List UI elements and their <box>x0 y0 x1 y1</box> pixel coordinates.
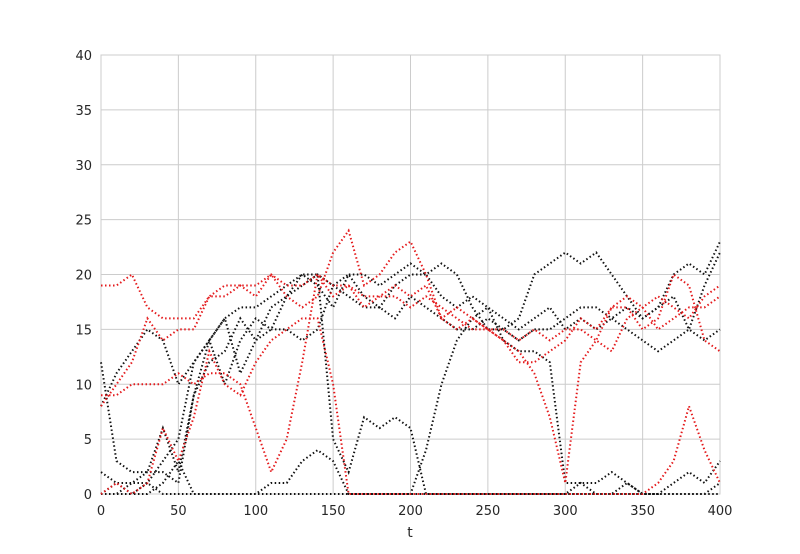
x-tick-label: 300 <box>553 504 578 519</box>
x-tick-labels: 0 50 100 150 200 250 300 350 400 <box>97 504 733 519</box>
y-tick-label: 15 <box>75 323 92 338</box>
y-tick-label: 40 <box>75 49 92 64</box>
y-tick-label: 20 <box>75 269 92 284</box>
x-tick-label: 400 <box>708 504 733 519</box>
x-axis-label: t <box>407 525 413 541</box>
series-line-1 <box>100 252 721 476</box>
y-tick-label: 5 <box>84 433 92 448</box>
y-tick-labels: 0 5 10 15 20 25 30 35 40 <box>75 49 92 503</box>
series-group <box>100 228 721 496</box>
y-tick-label: 25 <box>75 214 92 229</box>
x-tick-label: 0 <box>97 504 105 519</box>
series-line-9 <box>101 271 721 484</box>
series-line-3 <box>100 283 721 407</box>
y-tick-label: 0 <box>84 488 92 503</box>
x-tick-label: 350 <box>630 504 655 519</box>
x-tick-label: 250 <box>475 504 500 519</box>
y-tick-label: 10 <box>75 378 92 393</box>
y-tick-label: 30 <box>75 159 92 174</box>
series-line-7 <box>101 272 721 353</box>
series-line-8 <box>100 228 721 407</box>
y-tick-label: 35 <box>75 104 92 119</box>
series-line-4 <box>101 273 721 495</box>
x-tick-label: 150 <box>321 504 346 519</box>
series-line-10 <box>100 317 721 496</box>
x-tick-label: 200 <box>398 504 423 519</box>
x-tick-label: 50 <box>170 504 187 519</box>
x-tick-label: 100 <box>243 504 268 519</box>
series-line-2 <box>100 241 721 485</box>
grid <box>100 54 721 495</box>
